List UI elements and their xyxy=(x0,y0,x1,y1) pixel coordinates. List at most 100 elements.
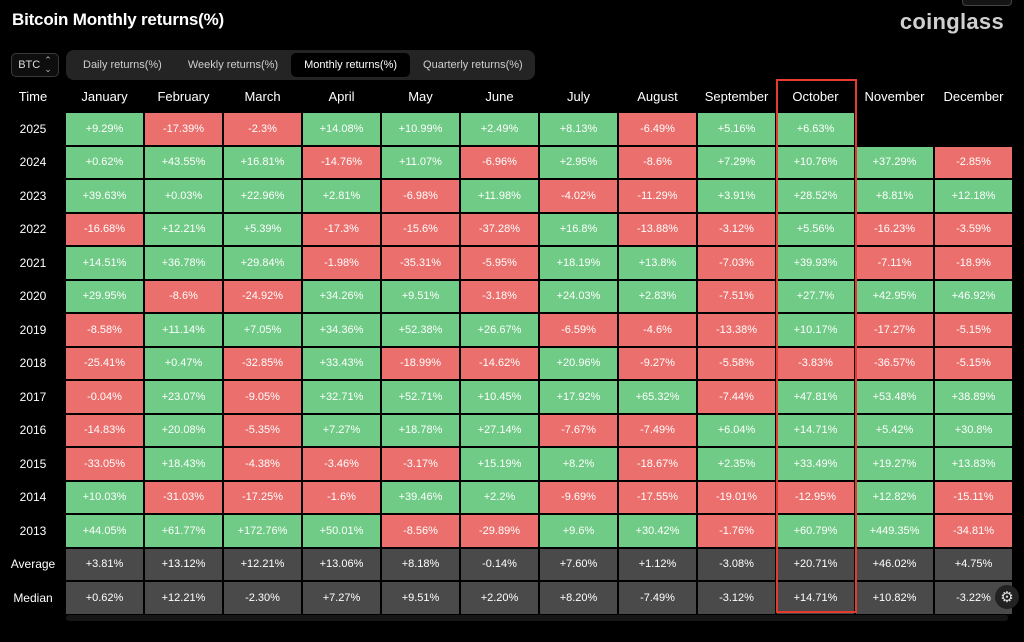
return-cell: +34.36% xyxy=(303,314,380,346)
return-cell: +20.96% xyxy=(540,347,617,379)
return-cell: +47.81% xyxy=(777,381,854,413)
return-cell: +16.8% xyxy=(540,213,617,245)
tab-weekly-returns[interactable]: Weekly returns(%) xyxy=(187,59,279,71)
return-cell: -13.38% xyxy=(698,314,775,346)
gear-icon[interactable]: ⚙ xyxy=(995,585,1019,609)
return-cell: +17.92% xyxy=(540,381,617,413)
return-cell: +7.27% xyxy=(303,414,380,446)
return-cell: -8.6% xyxy=(619,146,696,178)
return-cell: +6.04% xyxy=(698,414,775,446)
return-cell: -3.18% xyxy=(461,280,538,312)
return-cell: +24.03% xyxy=(540,280,617,312)
return-cell: -6.49% xyxy=(619,113,696,145)
return-cell: +0.03% xyxy=(145,180,222,212)
return-cell: -12.95% xyxy=(777,481,854,513)
return-cell: -19.01% xyxy=(698,481,775,513)
return-cell: +3.81% xyxy=(66,548,143,580)
return-cell: -7.51% xyxy=(698,280,775,312)
coin-select[interactable]: BTC ⌃ ⌄ xyxy=(11,53,59,77)
return-cell: -11.29% xyxy=(619,180,696,212)
top-right-button[interactable] xyxy=(962,0,1012,6)
return-cell: -2.3% xyxy=(224,113,301,145)
return-cell: +14.51% xyxy=(66,247,143,279)
return-cell: +7.05% xyxy=(224,314,301,346)
return-cell: -7.03% xyxy=(698,247,775,279)
return-cell: +13.06% xyxy=(303,548,380,580)
return-cell: -33.05% xyxy=(66,448,143,480)
return-cell: +8.13% xyxy=(540,113,617,145)
year-label-2025: 2025 xyxy=(19,121,47,136)
horizontal-scrollbar[interactable] xyxy=(66,615,1008,621)
month-header-november: November xyxy=(864,88,925,104)
return-cell: +44.05% xyxy=(66,515,143,547)
return-cell: -1.76% xyxy=(698,515,775,547)
year-label-2015: 2015 xyxy=(19,456,47,471)
return-cell: -7.67% xyxy=(540,414,617,446)
return-cell: +33.43% xyxy=(303,347,380,379)
return-cell: +52.71% xyxy=(382,381,459,413)
return-cell: +30.42% xyxy=(619,515,696,547)
summary-row-label-average: Average xyxy=(10,557,56,572)
return-cell: -14.76% xyxy=(303,146,380,178)
month-header-september: September xyxy=(704,88,769,104)
return-cell: +2.83% xyxy=(619,280,696,312)
return-cell: +8.20% xyxy=(540,582,617,614)
return-cell: -0.04% xyxy=(66,381,143,413)
return-cell: +8.18% xyxy=(382,548,459,580)
return-cell: +2.2% xyxy=(461,481,538,513)
return-cell: -17.25% xyxy=(224,481,301,513)
return-cell: -18.67% xyxy=(619,448,696,480)
return-cell: +0.62% xyxy=(66,146,143,178)
return-cell: +61.77% xyxy=(145,515,222,547)
return-cell: +39.63% xyxy=(66,180,143,212)
month-header-july: July xyxy=(566,88,591,104)
return-cell: +60.79% xyxy=(777,515,854,547)
return-cell: +13.8% xyxy=(619,247,696,279)
return-cell: +19.27% xyxy=(856,448,933,480)
return-cell: +26.67% xyxy=(461,314,538,346)
return-cell: -14.62% xyxy=(461,347,538,379)
return-cell: +29.95% xyxy=(66,280,143,312)
return-cell: -5.15% xyxy=(935,314,1012,346)
return-cell: +38.89% xyxy=(935,381,1012,413)
return-cell: +14.08% xyxy=(303,113,380,145)
return-cell: +39.46% xyxy=(382,481,459,513)
return-cell: +18.19% xyxy=(540,247,617,279)
return-cell: +11.07% xyxy=(382,146,459,178)
return-cell: +4.75% xyxy=(935,548,1012,580)
month-header-january: January xyxy=(81,88,128,104)
return-cell: +37.29% xyxy=(856,146,933,178)
return-cell: -15.6% xyxy=(382,213,459,245)
year-label-2024: 2024 xyxy=(19,155,47,170)
return-cell: +12.18% xyxy=(935,180,1012,212)
returns-tabs: Daily returns(%) Weekly returns(%) Month… xyxy=(66,50,535,80)
return-cell: -5.15% xyxy=(935,347,1012,379)
return-cell: +13.83% xyxy=(935,448,1012,480)
return-cell: +10.45% xyxy=(461,381,538,413)
coinglass-logo: coinglass xyxy=(899,9,1004,34)
tab-monthly-returns[interactable]: Monthly returns(%) xyxy=(291,53,411,77)
return-cell: -9.69% xyxy=(540,481,617,513)
return-cell: +2.95% xyxy=(540,146,617,178)
return-cell: +2.81% xyxy=(303,180,380,212)
return-cell: -37.28% xyxy=(461,213,538,245)
year-label-2020: 2020 xyxy=(19,289,47,304)
october-highlight-frame xyxy=(776,79,857,613)
year-label-2014: 2014 xyxy=(19,490,47,505)
return-cell: +10.17% xyxy=(777,314,854,346)
tab-daily-returns[interactable]: Daily returns(%) xyxy=(83,59,162,71)
return-cell: +9.6% xyxy=(540,515,617,547)
tab-quarterly-returns[interactable]: Quarterly returns(%) xyxy=(423,59,523,71)
month-header-may: May xyxy=(408,88,433,104)
return-cell: -3.12% xyxy=(698,582,775,614)
return-cell: -16.23% xyxy=(856,213,933,245)
return-cell: +32.71% xyxy=(303,381,380,413)
time-column-header: Time xyxy=(18,88,48,104)
return-cell: -25.41% xyxy=(66,347,143,379)
return-cell: -3.46% xyxy=(303,448,380,480)
return-cell: -13.88% xyxy=(619,213,696,245)
return-cell: +14.71% xyxy=(777,582,854,614)
return-cell: +172.76% xyxy=(224,515,301,547)
month-header-april: April xyxy=(328,88,355,104)
return-cell: -6.96% xyxy=(461,146,538,178)
